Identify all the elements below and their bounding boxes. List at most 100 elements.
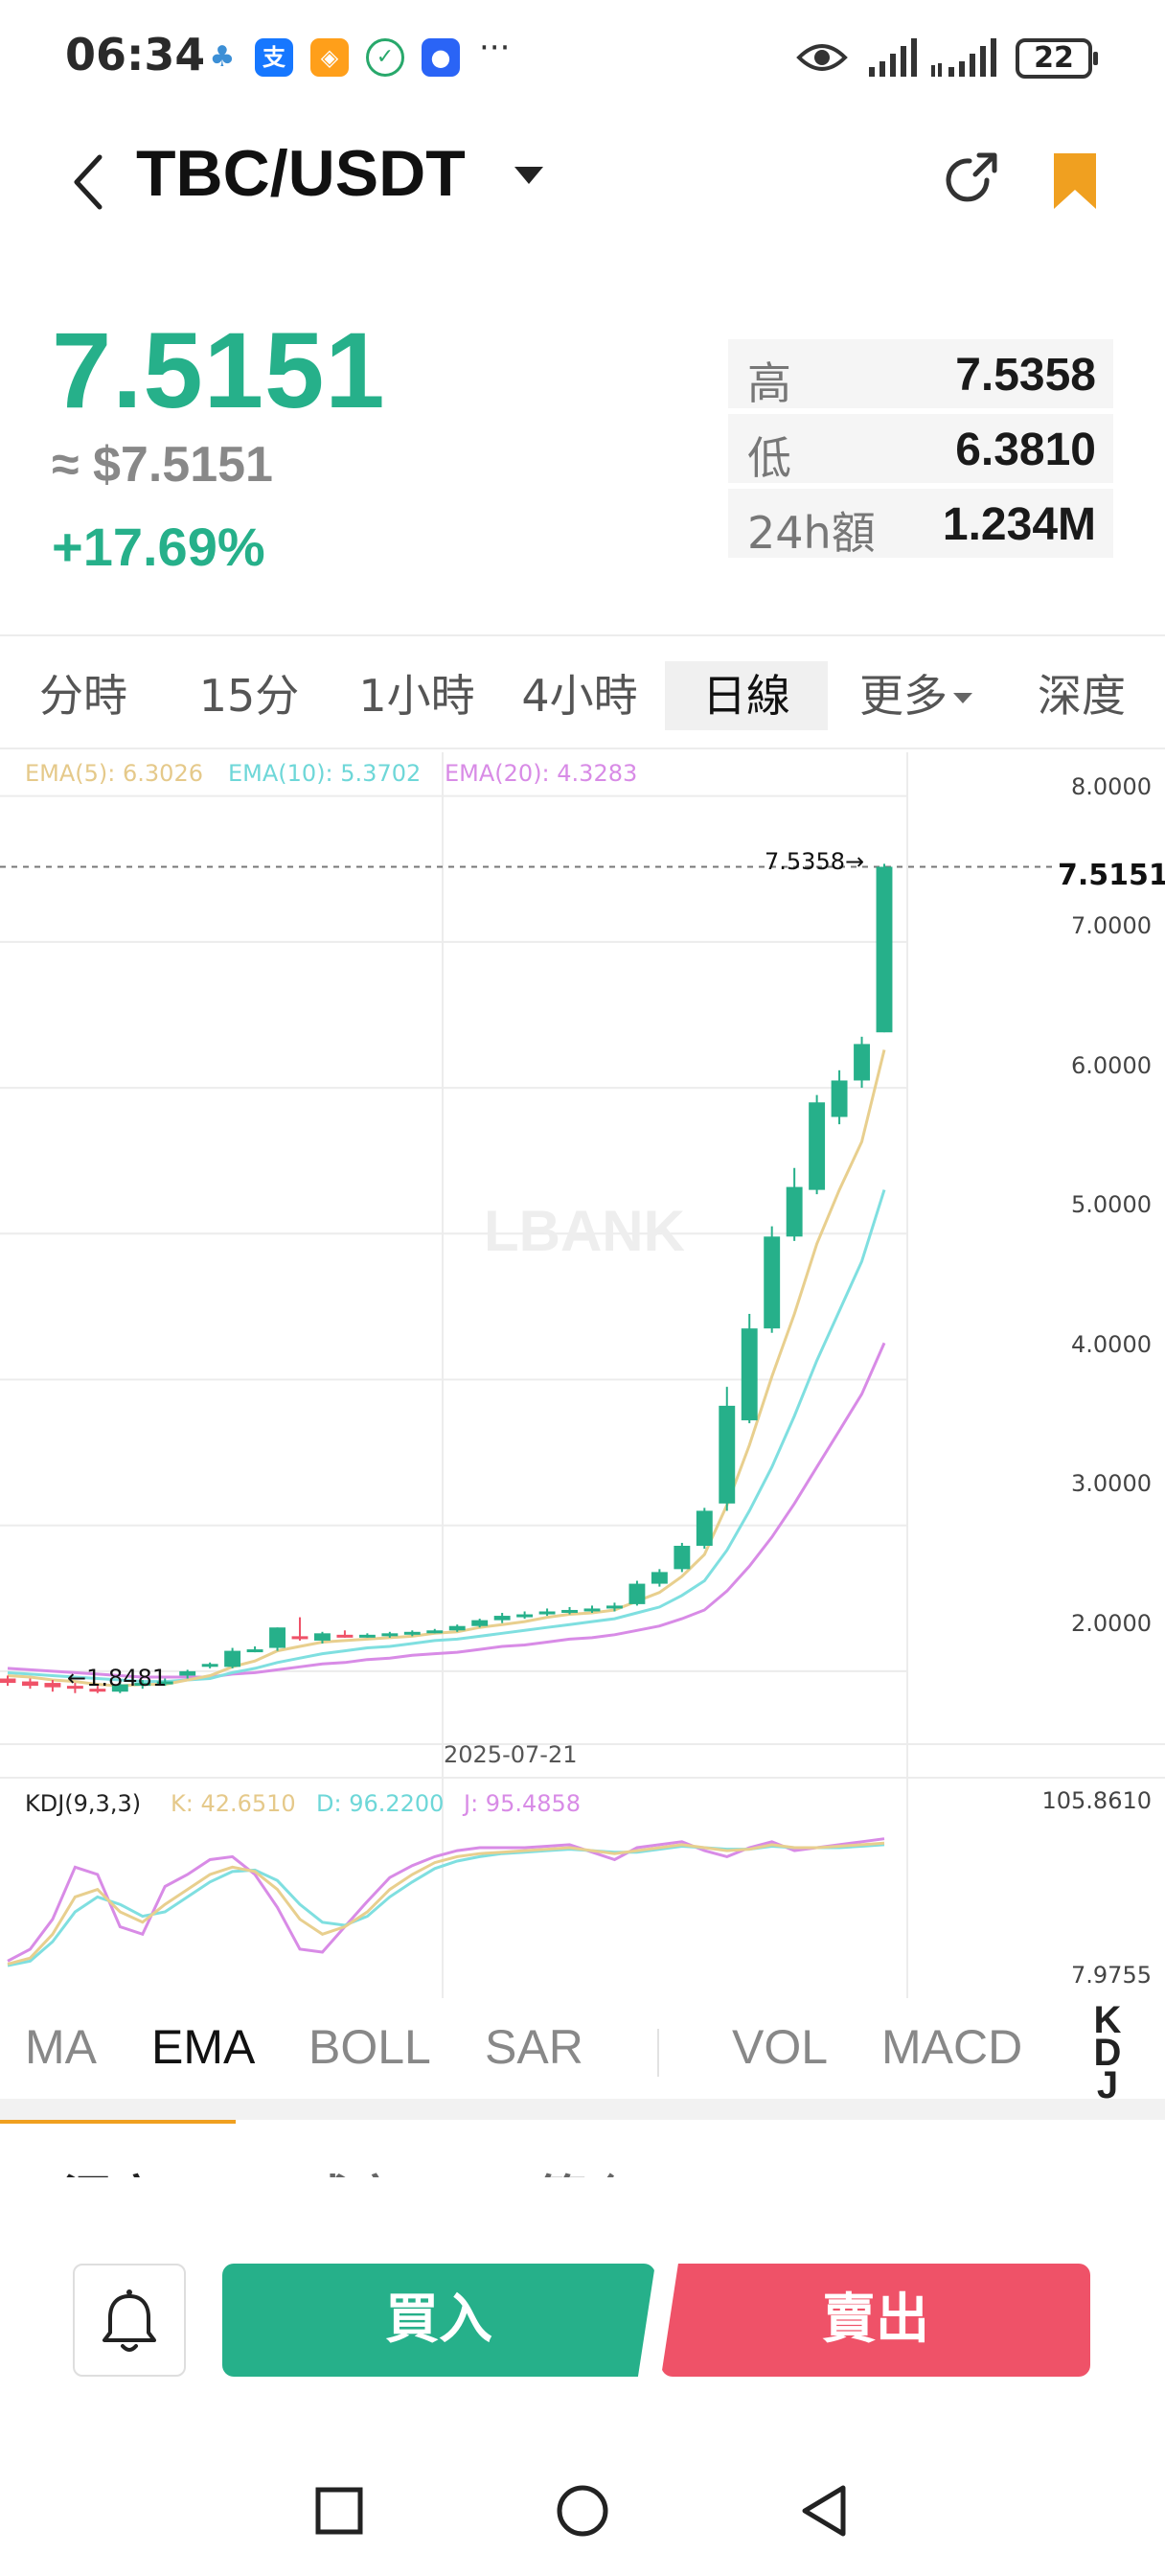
y-label-2: 2.0000 [1071,1610,1152,1637]
y-label-8: 8.0000 [1071,773,1152,800]
candle [651,1572,668,1584]
ema5-legend: EMA(5): 6.3026 [25,760,203,787]
status-bar: 06:34 ♣ 支 ◈ ✓ ● ··· 22 [0,0,1165,115]
stat-volume-value: 1.234M [942,499,1096,550]
indicator-boll[interactable]: BOLL [308,2020,431,2074]
stat-high-label: 高 [747,357,791,409]
bookmark-icon[interactable] [1052,151,1098,211]
candle [89,1689,106,1692]
candle [111,1684,128,1692]
recent-apps-icon[interactable] [314,2486,364,2536]
candle [291,1636,308,1640]
more-notifications-icon: ··· [479,29,511,67]
candle [201,1664,218,1668]
alert-button[interactable] [73,2264,186,2377]
tab-15m[interactable]: 15分 [198,670,300,722]
kdj-d-legend: D: 96.2200 [316,1790,445,1817]
candle [876,866,893,1033]
candle [269,1627,286,1648]
indicator-vol[interactable]: VOL [732,2020,829,2074]
section-separator [0,2099,1165,2120]
kdj-max-label: 105.8610 [1041,1787,1152,1814]
ema5-line [7,1049,886,1688]
candles [0,863,893,1693]
candle [831,1080,848,1117]
candle [741,1328,758,1421]
tab-daily[interactable]: 日線 [665,661,828,730]
tab-1h[interactable]: 1小時 [358,670,475,722]
candle [224,1650,241,1668]
watermark: LBANK [484,1199,685,1263]
kdj-j-legend: J: 95.4858 [464,1790,582,1817]
indicator-ema[interactable]: EMA [151,2020,256,2074]
tab-4h[interactable]: 4小時 [521,670,638,722]
candle [179,1670,196,1676]
tab-more-label: 更多 [859,670,948,722]
candle [696,1510,713,1546]
candle [561,1609,578,1613]
indicator-macd[interactable]: MACD [881,2020,1023,2074]
header: TBC/USDT [0,125,1165,240]
kdj-k-legend: K: 42.6510 [171,1790,296,1817]
candle [516,1614,534,1618]
price-change: +17.69% [52,517,265,577]
tab-more[interactable]: 更多 [841,661,966,730]
ema20-line [7,1342,886,1679]
leaf-app-icon: ✓ [366,38,404,77]
candle [606,1605,623,1609]
wallet-app-icon: ◈ [310,38,349,77]
ema10-legend: EMA(10): 5.3702 [228,760,422,787]
candle [358,1634,376,1638]
back-nav-icon[interactable] [799,2484,849,2538]
buy-button[interactable]: 買入 [222,2264,655,2377]
sell-button[interactable]: 賣出 [661,2264,1090,2377]
candle [854,1044,870,1081]
candle [336,1634,354,1638]
kdj-k-line [7,1841,885,1966]
chart-grid [0,752,1165,1998]
share-icon[interactable] [939,148,1002,211]
current-price-tag: 7.5151 [1052,858,1165,894]
tab-orderbook[interactable]: 深度 [63,2160,159,2177]
candle [246,1649,263,1653]
candle [314,1633,331,1641]
tab-depth[interactable]: 深度 [1038,670,1126,722]
candle [44,1683,61,1688]
signal-2-icon [931,38,996,77]
stat-low-label: 低 [747,432,791,484]
stat-low-value: 6.3810 [955,425,1096,475]
candle [628,1583,646,1604]
candle [22,1681,38,1687]
date-label: 2025-07-21 [444,1741,578,1768]
low-marker: ←1.8481 [67,1665,168,1691]
candle [786,1186,803,1237]
indicator-ma[interactable]: MA [25,2020,97,2074]
alipay-app-icon: 支 [255,38,293,77]
kdj-lines [7,1837,885,1967]
kdj-min-label: 7.9755 [1071,1962,1152,1989]
tab-trades[interactable]: 成交 [305,2160,400,2177]
y-label-5: 5.0000 [1071,1191,1152,1218]
high-marker: 7.5358→ [765,848,865,875]
candle [471,1620,489,1626]
candle [403,1631,421,1635]
trade-actions: 買入 賣出 [0,2242,1165,2386]
pair-title[interactable]: TBC/USDT [136,137,466,210]
candlestick-chart[interactable]: LBANK EMA(5): 6.3026 EMA(10): 5.3702 EMA… [0,752,1165,1998]
kdj-title: KDJ(9,3,3) [25,1790,142,1817]
candle [66,1686,83,1690]
tab-timeline[interactable]: 分時 [39,670,127,722]
back-arrow-icon[interactable] [67,151,109,213]
candle [674,1546,691,1570]
bell-icon [103,2289,156,2352]
chevron-down-icon[interactable] [513,165,545,186]
indicator-sar[interactable]: SAR [485,2020,583,2074]
chart-canvas[interactable]: LBANK [0,752,1165,1998]
candle [381,1633,399,1637]
home-icon[interactable] [556,2484,609,2538]
more-chevron-icon[interactable] [952,692,973,705]
active-tab-indicator [0,2120,236,2124]
tab-intro[interactable]: 簡介 [538,2160,634,2177]
